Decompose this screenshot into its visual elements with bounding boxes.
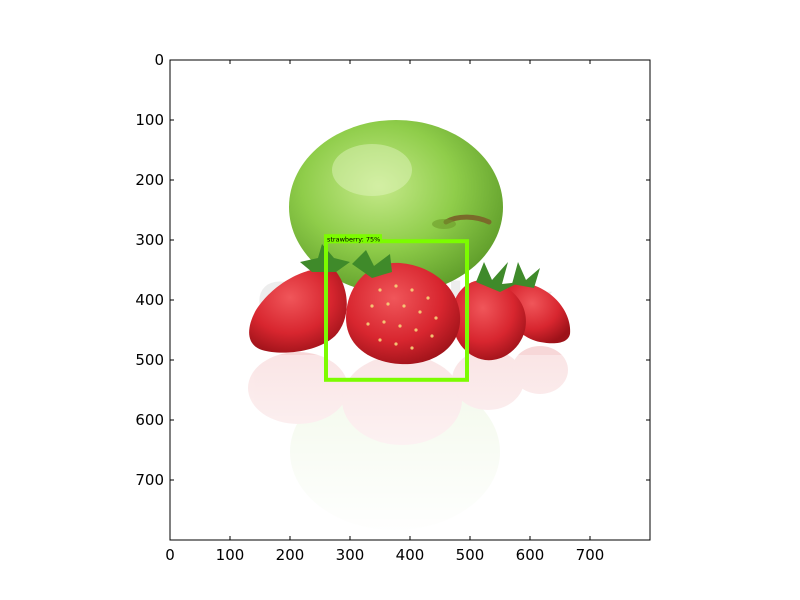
y-tick-label: 200 bbox=[135, 171, 164, 189]
strawberry-right-center bbox=[451, 262, 526, 361]
y-tick-label: 0 bbox=[154, 51, 164, 69]
x-tick-label: 700 bbox=[576, 546, 605, 564]
y-tick-label: 500 bbox=[135, 351, 164, 369]
strawberry-center bbox=[346, 250, 461, 365]
x-tick-label: 500 bbox=[456, 546, 485, 564]
apple bbox=[289, 120, 503, 294]
y-tick-label: 300 bbox=[135, 231, 164, 249]
x-tick-label: 0 bbox=[165, 546, 175, 564]
detection-box: strawberry: 75% bbox=[324, 234, 469, 382]
x-tick-label: 400 bbox=[396, 546, 425, 564]
x-tick-label: 600 bbox=[516, 546, 545, 564]
y-tick-label: 600 bbox=[135, 411, 164, 429]
x-axis: 0 100 200 300 400 500 600 700 bbox=[165, 60, 604, 564]
detection-label-background bbox=[324, 234, 382, 244]
x-tick-label: 300 bbox=[336, 546, 365, 564]
x-tick-label: 100 bbox=[216, 546, 245, 564]
detection-label: strawberry: 75% bbox=[327, 236, 380, 244]
x-tick-label: 200 bbox=[276, 546, 305, 564]
detections: strawberry: 75% bbox=[324, 234, 469, 382]
y-axis: 0 100 200 300 400 500 600 700 bbox=[135, 51, 650, 489]
detection-box-outline bbox=[324, 239, 469, 382]
y-tick-label: 100 bbox=[135, 111, 164, 129]
y-tick-label: 400 bbox=[135, 291, 164, 309]
photo: Colourbox bbox=[170, 120, 650, 540]
y-tick-label: 700 bbox=[135, 471, 164, 489]
